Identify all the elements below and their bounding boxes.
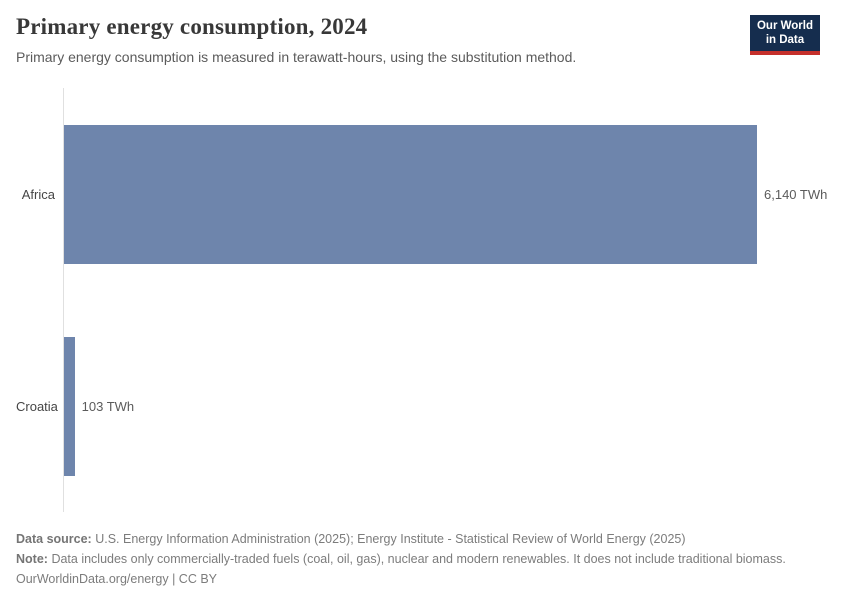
data-source-label: Data source: bbox=[16, 532, 92, 547]
owid-logo-line2: in Data bbox=[765, 34, 805, 47]
note-label: Note: bbox=[16, 552, 48, 567]
credit-line[interactable]: OurWorldinData.org/energy | CC BY bbox=[16, 572, 218, 587]
bar-row-africa: Africa 6,140 TWh bbox=[16, 88, 834, 300]
bar-chart: Africa 6,140 TWh Croatia 103 TWh bbox=[16, 88, 834, 513]
bar-value-croatia: 103 TWh bbox=[81, 398, 135, 414]
data-source-text: U.S. Energy Information Administration (… bbox=[95, 532, 686, 547]
chart-subtitle: Primary energy consumption is measured i… bbox=[16, 49, 577, 65]
chart-titles: Primary energy consumption, 2024 Primary… bbox=[16, 14, 576, 66]
owid-logo[interactable]: Our World in Data bbox=[749, 15, 820, 56]
chart-header: Primary energy consumption, 2024 Primary… bbox=[0, 0, 850, 66]
entity-label-croatia[interactable]: Croatia bbox=[16, 398, 58, 414]
y-axis-line bbox=[63, 88, 64, 513]
bar-row-croatia: Croatia 103 TWh bbox=[16, 300, 834, 512]
bar-africa[interactable] bbox=[63, 124, 757, 264]
data-source-line: Data source: U.S. Energy Information Adm… bbox=[16, 529, 834, 549]
note-line: Note: Data includes only commercially-tr… bbox=[16, 549, 834, 569]
bar-rows: Africa 6,140 TWh Croatia 103 TWh bbox=[16, 88, 834, 512]
owid-logo-line1: Our World bbox=[756, 20, 813, 32]
page-title: Primary energy consumption, 2024 bbox=[16, 14, 368, 39]
chart-footer: Data source: U.S. Energy Information Adm… bbox=[16, 529, 834, 589]
entity-label-africa[interactable]: Africa bbox=[21, 186, 55, 202]
bar-croatia[interactable] bbox=[63, 336, 75, 476]
note-text: Data includes only commercially-traded f… bbox=[51, 552, 786, 567]
bar-value-africa: 6,140 TWh bbox=[764, 186, 828, 202]
